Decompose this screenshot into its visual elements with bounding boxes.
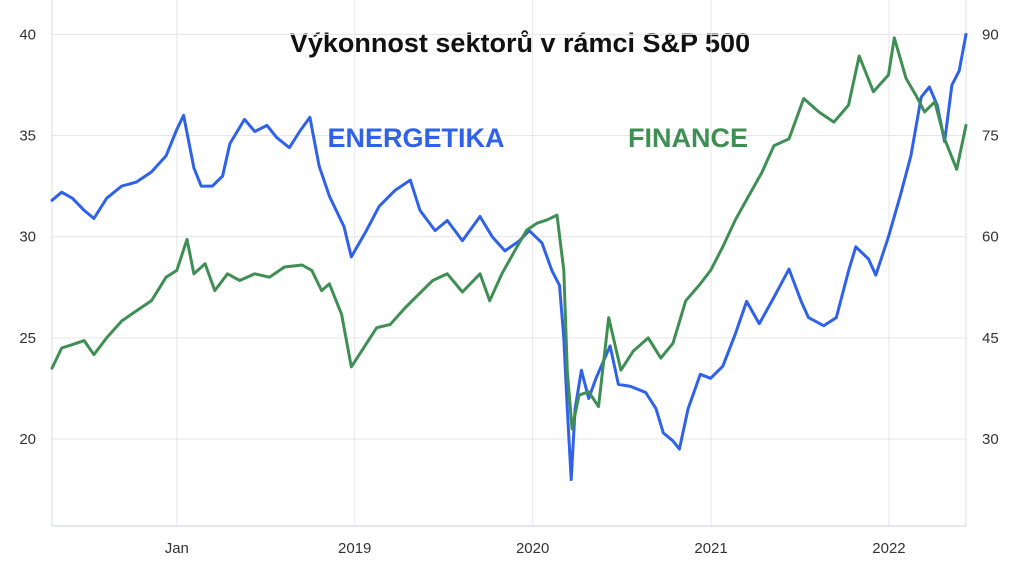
y-right-tick-label: 30	[982, 431, 999, 448]
chart-title: Výkonnost sektorů v rámci S&P 500	[290, 28, 750, 58]
y-right-tick-label: 60	[982, 229, 999, 246]
y-left-tick-label: 20	[19, 431, 36, 448]
x-tick-label: 2020	[516, 540, 549, 557]
series-label-finance: FINANCE	[628, 123, 748, 153]
x-tick-label: 2021	[694, 540, 727, 557]
series-line-energetika	[50, 32, 968, 481]
series-label-energetika: ENERGETIKA	[327, 123, 504, 153]
y-axis-right-tick-labels: 30 45 60 75 90	[982, 26, 999, 448]
y-left-tick-label: 30	[19, 229, 36, 246]
y-right-tick-label: 75	[982, 128, 999, 145]
y-right-tick-label: 90	[982, 26, 999, 43]
y-left-tick-label: 25	[19, 330, 36, 347]
axes	[51, 0, 967, 527]
y-left-tick-label: 40	[19, 26, 36, 43]
y-right-tick-label: 45	[982, 330, 999, 347]
x-tick-label: Jan	[165, 540, 189, 557]
x-tick-label: 2022	[872, 540, 905, 557]
x-tick-label: 2019	[338, 540, 371, 557]
y-left-tick-label: 35	[19, 128, 36, 145]
series-lines	[50, 32, 968, 481]
y-axis-left-tick-labels: 20 25 30 35 40	[19, 26, 36, 448]
x-axis-tick-labels: Jan 2019 2020 2021 2022	[165, 540, 906, 557]
gridlines	[52, 0, 966, 526]
series-line-finance	[50, 36, 968, 431]
